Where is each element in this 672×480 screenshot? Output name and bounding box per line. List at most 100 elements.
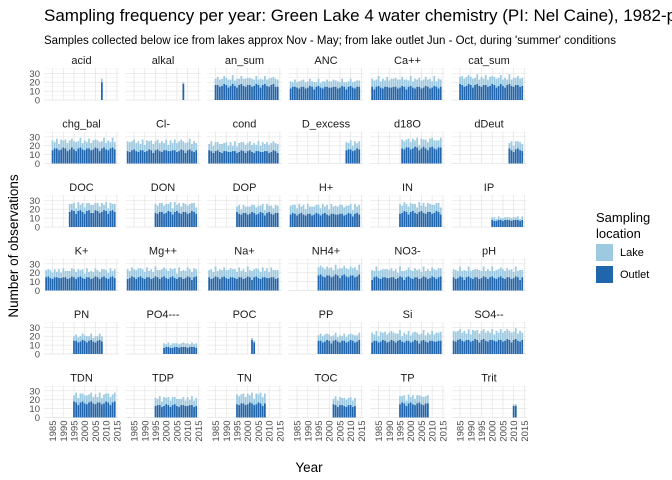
bar-outlet bbox=[68, 149, 71, 164]
bar-outlet bbox=[171, 405, 174, 418]
bar-outlet bbox=[79, 210, 82, 227]
bar-outlet bbox=[401, 277, 404, 291]
facet-cat-sum: cat_sum bbox=[451, 55, 527, 101]
facet-so4-: SO4-- bbox=[451, 309, 527, 355]
bar-lake bbox=[341, 397, 343, 406]
bar-outlet bbox=[103, 147, 105, 164]
bar-outlet bbox=[343, 405, 346, 418]
bar-lake bbox=[225, 77, 228, 85]
bar-outlet bbox=[332, 86, 335, 100]
bar-lake bbox=[437, 203, 440, 212]
bar-outlet bbox=[317, 213, 320, 227]
bar-lake bbox=[336, 269, 339, 276]
bar-lake bbox=[351, 210, 354, 217]
bar-outlet bbox=[261, 84, 264, 100]
bar-outlet bbox=[158, 405, 161, 418]
bar-outlet bbox=[499, 276, 502, 291]
bar-lake bbox=[336, 81, 339, 89]
bar-lake bbox=[420, 138, 423, 149]
bar-outlet bbox=[418, 278, 421, 291]
bar-outlet bbox=[302, 86, 305, 100]
bar-lake bbox=[158, 143, 161, 152]
bar-outlet bbox=[70, 276, 73, 291]
bar-lake bbox=[300, 80, 303, 87]
facet-strip-label: D_excess bbox=[302, 119, 351, 131]
bar-lake bbox=[94, 268, 97, 277]
bar-lake bbox=[137, 141, 140, 152]
bar-lake bbox=[173, 343, 176, 347]
bar-lake bbox=[242, 269, 245, 279]
bar-outlet bbox=[375, 86, 378, 100]
bar-lake bbox=[152, 271, 155, 279]
bar-outlet bbox=[519, 341, 521, 354]
bar-outlet bbox=[411, 278, 414, 291]
bar-lake bbox=[298, 203, 301, 214]
bar-outlet bbox=[431, 146, 434, 164]
bar-outlet bbox=[351, 216, 354, 227]
bar-outlet bbox=[261, 277, 264, 291]
bar-outlet bbox=[336, 275, 339, 291]
bar-outlet bbox=[107, 402, 110, 418]
bar-outlet bbox=[90, 150, 93, 164]
bar-outlet bbox=[465, 277, 468, 291]
bar-lake bbox=[302, 204, 305, 215]
x-tick-label: 1995 bbox=[477, 421, 488, 442]
bar-outlet bbox=[394, 86, 397, 100]
facet-ca-: Ca++ bbox=[370, 55, 445, 101]
y-tick-label: 30 bbox=[29, 323, 40, 334]
bar-lake bbox=[105, 393, 108, 402]
bar-lake bbox=[317, 78, 320, 86]
bar-outlet bbox=[476, 339, 479, 354]
bar-outlet bbox=[381, 339, 384, 354]
bar-lake bbox=[461, 270, 464, 278]
bar-outlet bbox=[339, 278, 341, 291]
bar-lake bbox=[257, 79, 260, 85]
bar-outlet bbox=[489, 85, 491, 100]
bar-outlet bbox=[399, 213, 401, 227]
bar-lake bbox=[47, 269, 50, 277]
bar-outlet bbox=[495, 341, 498, 354]
bar-lake bbox=[231, 269, 234, 278]
facet-strip-label: IN bbox=[402, 182, 413, 194]
bar-outlet bbox=[328, 275, 331, 291]
bar-lake bbox=[497, 77, 500, 86]
bar-lake bbox=[75, 208, 78, 214]
bar-outlet bbox=[218, 151, 221, 164]
bar-lake bbox=[221, 143, 223, 153]
bar-outlet bbox=[263, 151, 266, 164]
bar-lake bbox=[420, 205, 423, 211]
bar-lake bbox=[88, 394, 90, 403]
bar-outlet bbox=[268, 152, 271, 164]
bar-lake bbox=[517, 141, 519, 149]
bar-lake bbox=[186, 343, 189, 348]
x-tick-label: 2015 bbox=[275, 421, 286, 442]
bar-outlet bbox=[263, 84, 266, 100]
facet-strip-label: PO4--- bbox=[147, 309, 180, 321]
bar-outlet bbox=[416, 147, 419, 164]
bar-lake bbox=[150, 140, 153, 151]
facet-d-excess: D_excess bbox=[288, 119, 364, 164]
bar-lake bbox=[154, 397, 157, 406]
bar-lake bbox=[480, 330, 483, 340]
bar-outlet bbox=[422, 146, 425, 164]
bar-outlet bbox=[396, 340, 399, 354]
bar-outlet bbox=[504, 340, 506, 354]
bar-lake bbox=[167, 203, 170, 211]
bar-outlet bbox=[184, 346, 187, 354]
bar-outlet bbox=[343, 340, 346, 354]
bar-outlet bbox=[416, 340, 419, 354]
bar-outlet bbox=[420, 88, 423, 100]
bar-outlet bbox=[165, 278, 168, 291]
facet-strip-label: cat_sum bbox=[468, 55, 510, 67]
bar-outlet bbox=[321, 276, 324, 291]
bar-lake bbox=[435, 203, 438, 211]
facet-strip-label: cond bbox=[233, 119, 257, 131]
bar-outlet bbox=[330, 213, 333, 227]
bar-lake bbox=[109, 142, 112, 149]
bar-lake bbox=[195, 143, 198, 151]
bar-lake bbox=[248, 206, 251, 214]
bar-lake bbox=[517, 270, 519, 278]
